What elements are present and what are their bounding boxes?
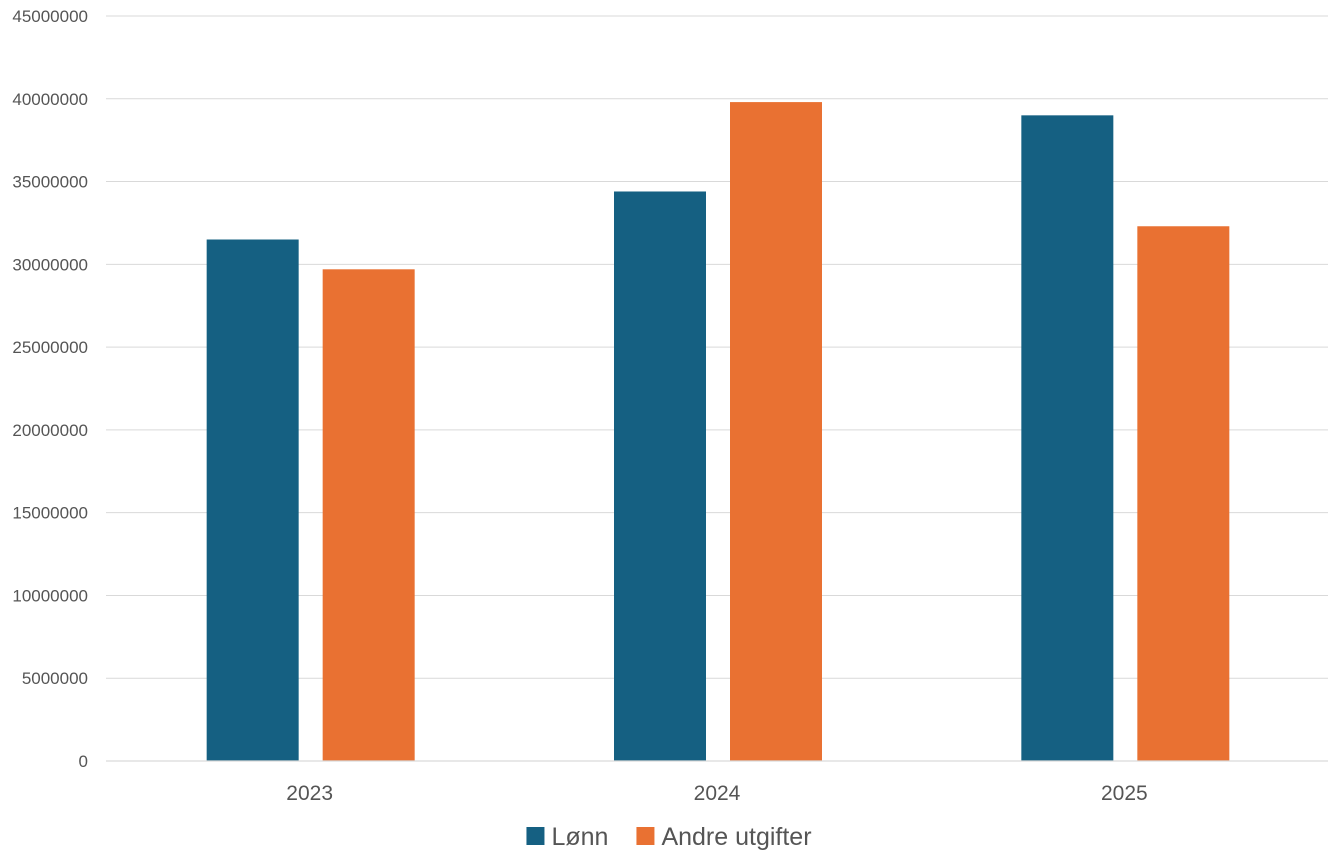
x-tick-label: 2024: [694, 782, 741, 805]
y-tick-label: 20000000: [12, 421, 88, 440]
bar-lonn-2025: [1021, 115, 1114, 762]
legend-swatch: [526, 827, 545, 845]
bar-lonn-2024: [614, 191, 706, 761]
bar-lonn-2023: [206, 239, 299, 761]
x-tick-label: 2023: [286, 782, 333, 805]
y-tick-label: 35000000: [12, 173, 88, 192]
bars: [206, 102, 1230, 762]
x-tick-label: 2025: [1101, 782, 1148, 805]
bar-andre-utgifter-2024: [730, 102, 822, 762]
bar-andre-utgifter-2023: [322, 269, 415, 761]
y-tick-label: 30000000: [12, 255, 88, 274]
legend-item-lonn: Lønn: [526, 823, 608, 851]
bar-andre-utgifter-2025: [1137, 226, 1230, 761]
y-tick-label: 45000000: [12, 7, 88, 26]
x-axis-category-labels: 2023 2024 2025: [286, 782, 1147, 805]
gridlines: [106, 15, 1328, 679]
legend-label: Lønn: [551, 823, 608, 851]
y-tick-label: 0: [79, 752, 88, 771]
legend: Lønn Andre utgifter: [526, 823, 812, 851]
y-tick-label: 5000000: [22, 669, 88, 688]
y-tick-label: 10000000: [12, 586, 88, 605]
y-axis-tick-labels: 0 5000000 10000000 15000000 20000000 25000000…: [12, 7, 88, 771]
legend-label: Andre utgifter: [661, 823, 811, 851]
y-tick-label: 15000000: [12, 504, 88, 523]
y-tick-label: 40000000: [12, 90, 88, 109]
legend-swatch: [636, 827, 655, 845]
y-tick-label: 25000000: [12, 338, 88, 357]
legend-item-andre-utgifter: Andre utgifter: [636, 823, 812, 851]
